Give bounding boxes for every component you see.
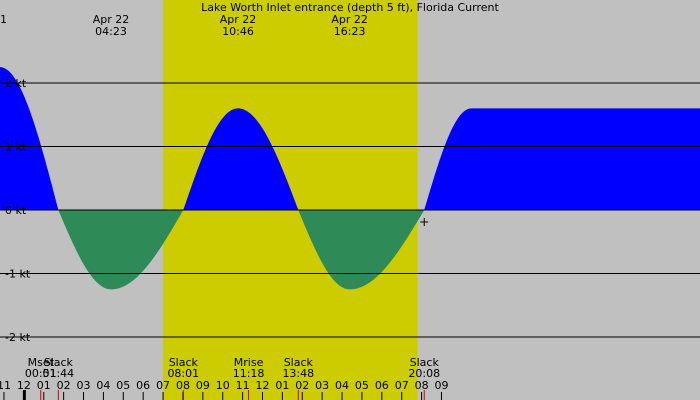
hour-tick-label: 08: [415, 379, 429, 392]
hour-tick-label: 05: [116, 379, 130, 392]
hour-tick-label: 03: [315, 379, 329, 392]
hour-tick-label: 03: [77, 379, 91, 392]
hour-tick-label: 07: [395, 379, 409, 392]
hour-tick-label: 01: [37, 379, 51, 392]
event-name-label: Mset: [28, 356, 55, 369]
hour-tick-label: 07: [156, 379, 170, 392]
hour-tick-label: 08: [176, 379, 190, 392]
hour-tick-label: 06: [136, 379, 150, 392]
event-time-label: 13:48: [282, 367, 314, 380]
hour-axis: 11 12 01 02 03 04 05 06 07 08 09 10 11 12 01 02 03 04 05 06…: [0, 379, 448, 400]
y-tick-label: -2 kt: [5, 331, 31, 344]
event-name-label: Mrise: [234, 356, 264, 369]
event-time-label: 08:01: [167, 367, 199, 380]
hour-tick-label: 05: [355, 379, 369, 392]
y-tick-label: 2 kt: [5, 77, 27, 90]
hour-tick-label: 09: [196, 379, 210, 392]
ebb-area-3: [298, 209, 424, 290]
edge-label: 1: [0, 13, 7, 26]
hour-tick-label: 02: [57, 379, 71, 392]
event-time-label: 01:44: [42, 367, 74, 380]
hour-tick-label: 02: [295, 379, 309, 392]
hour-tick-label: 01: [275, 379, 289, 392]
hour-tick-label: 04: [96, 379, 110, 392]
hour-tick-label: 11: [236, 379, 250, 392]
current-areas: [0, 67, 700, 290]
event-labels: Mset00:51Slack01:44Slack08:01Mrise11:18S…: [25, 356, 440, 400]
hour-tick-label: 12: [256, 379, 270, 392]
peak-time-label: 16:23: [334, 25, 366, 38]
peak-date-label: Apr 22: [220, 13, 257, 26]
midnight-marker: [22, 390, 26, 400]
ebb-area-1: [58, 208, 183, 290]
hour-tick-label: 12: [17, 379, 31, 392]
hour-tick-label: 11: [0, 379, 11, 392]
event-name-label: Slack: [284, 356, 314, 369]
peak-date-label: Apr 22: [93, 13, 130, 26]
y-tick-label: 0 kt: [5, 204, 27, 217]
event-time-label: 11:18: [233, 367, 265, 380]
flood-area-0: [0, 67, 58, 210]
speed-gridlines: 2 kt 1 kt 0 kt -1 kt -2 kt: [0, 77, 700, 344]
hour-tick-label: 09: [434, 379, 448, 392]
event-time-label: 20:08: [408, 367, 440, 380]
event-name-label: Slack: [410, 356, 440, 369]
event-time-label: 00:51: [25, 367, 57, 380]
chart-title: Lake Worth Inlet entrance (depth 5 ft), …: [201, 1, 499, 14]
current-time-marker: [420, 218, 429, 226]
y-tick-label: 1 kt: [5, 141, 27, 154]
peak-time-label: 10:46: [222, 25, 254, 38]
hour-tick-label: 04: [335, 379, 349, 392]
peak-date-label: Apr 22: [331, 13, 368, 26]
event-name-label: Slack: [44, 356, 74, 369]
y-tick-label: -1 kt: [5, 268, 31, 281]
event-name-label: Slack: [169, 356, 199, 369]
flood-area-4: [424, 108, 700, 211]
hour-tick-label: 06: [375, 379, 389, 392]
peak-time-label: 04:23: [95, 25, 127, 38]
flood-area-2: [183, 108, 298, 211]
hour-tick-label: 10: [216, 379, 230, 392]
